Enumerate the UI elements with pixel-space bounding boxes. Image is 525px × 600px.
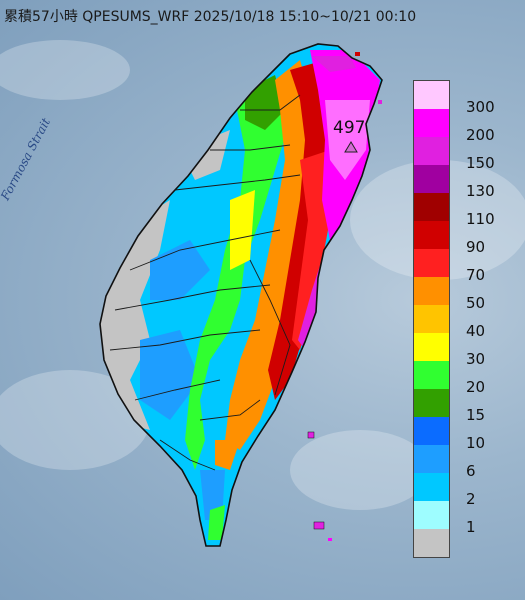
legend-label: 110 [466, 210, 495, 228]
legend-label: 90 [466, 238, 486, 256]
legend-colorbar [413, 80, 450, 558]
cloud-texture [0, 40, 525, 510]
legend-label: 300 [466, 98, 495, 116]
rivers [109, 94, 301, 471]
legend-label: 200 [466, 126, 495, 144]
legend-label: 6 [466, 462, 476, 480]
legend-label: 10 [466, 434, 486, 452]
offshore-islands [307, 52, 382, 541]
coastline [99, 43, 383, 547]
legend-swatch [414, 417, 449, 445]
legend-swatch [414, 165, 449, 193]
legend-swatch [414, 361, 449, 389]
legend-swatch [414, 445, 449, 473]
legend-swatch [414, 305, 449, 333]
legend-swatch [414, 473, 449, 501]
legend-label: 50 [466, 294, 486, 312]
legend-swatch [414, 333, 449, 361]
legend-swatch [414, 249, 449, 277]
legend-label: 40 [466, 322, 486, 340]
legend-swatch [414, 109, 449, 137]
peak-value: 497 [333, 118, 366, 138]
legend-label: 15 [466, 406, 486, 424]
legend-label: 130 [466, 182, 495, 200]
legend-label: 70 [466, 266, 486, 284]
legend-label: 30 [466, 350, 486, 368]
legend-swatch [414, 277, 449, 305]
legend-label: 20 [466, 378, 486, 396]
legend-swatch [414, 81, 449, 109]
legend-label: 2 [466, 490, 476, 508]
legend-swatch [414, 389, 449, 417]
peak-triangle-icon [344, 141, 358, 153]
legend-label: 150 [466, 154, 495, 172]
legend-swatch [414, 501, 449, 529]
legend-swatch [414, 193, 449, 221]
legend-swatch [414, 529, 449, 557]
legend-label: 1 [466, 518, 476, 536]
legend-swatch [414, 221, 449, 249]
map-title: 累積57小時 QPESUMS_WRF 2025/10/18 15:10~10/2… [4, 9, 417, 25]
legend-swatch [414, 137, 449, 165]
